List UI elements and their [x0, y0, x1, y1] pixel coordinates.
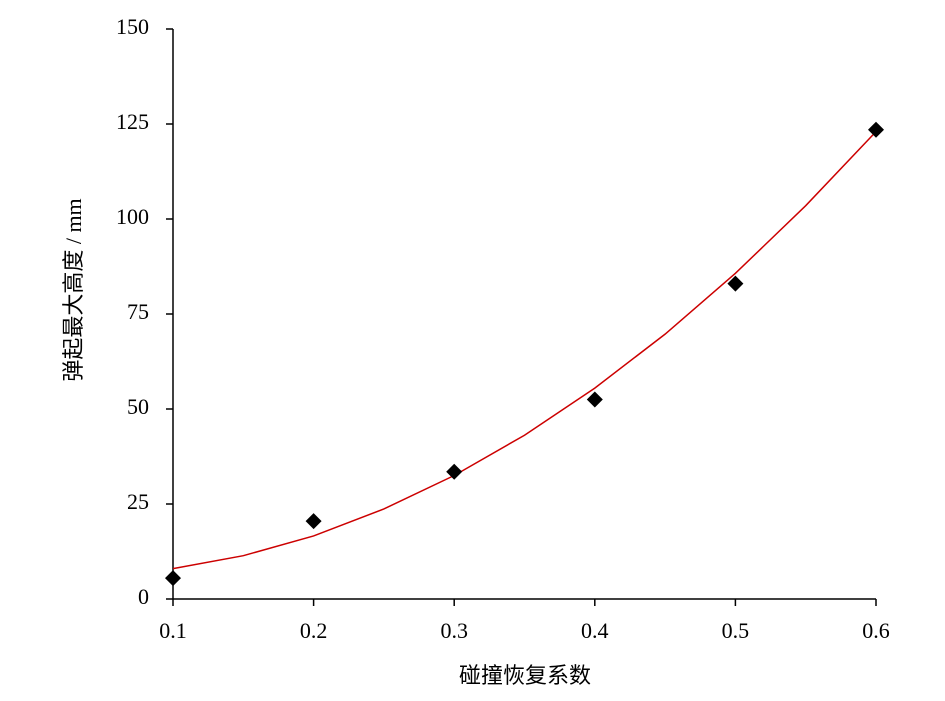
y-tick-label: 0: [138, 584, 149, 609]
fit-line: [172, 131, 877, 570]
point: [446, 463, 463, 480]
x-tick-label: 0.6: [862, 618, 890, 643]
y-tick-label: 100: [116, 204, 149, 229]
y-tick-label: 75: [127, 299, 149, 324]
y-tick-label: 50: [127, 394, 149, 419]
x-tick-label: 0.4: [581, 618, 609, 643]
y-tick-label: 150: [116, 14, 149, 39]
x-tick-label: 0.3: [440, 618, 468, 643]
y-tick-label: 25: [127, 489, 149, 514]
y-tick-label: 125: [116, 109, 149, 134]
point: [165, 570, 181, 587]
x-tick-label: 0.2: [300, 618, 328, 643]
point: [305, 513, 322, 530]
x-tick-label: 0.5: [722, 618, 750, 643]
x-axis-label: 碰撞恢复系数: [459, 663, 591, 688]
x-tick-label: 0.1: [159, 618, 187, 643]
point: [727, 275, 744, 292]
point: [868, 121, 884, 138]
point: [586, 391, 603, 408]
y-axis-label: 弹起最大高度 / mm: [61, 198, 86, 381]
